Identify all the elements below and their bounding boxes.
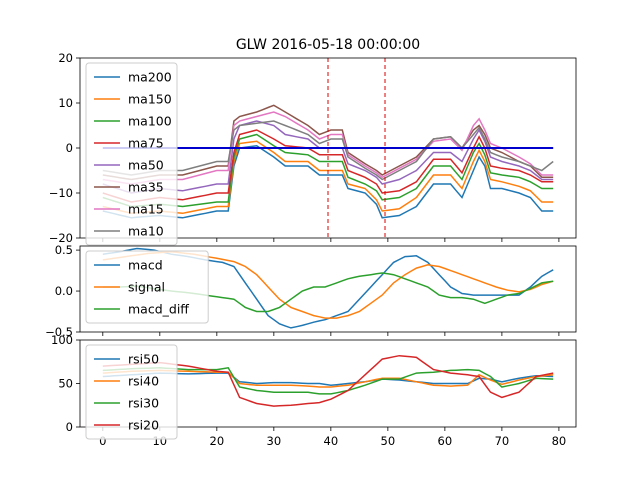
series-line-ma10 [102, 120, 554, 181]
y-tick-label: −20 [49, 231, 73, 245]
x-tick-label: 80 [552, 434, 567, 448]
legend-label-ma10: ma10 [128, 224, 164, 239]
legend-box [85, 62, 178, 246]
legend-label-ma150: ma150 [128, 92, 172, 107]
legend-label-rsi40: rsi40 [128, 374, 159, 389]
legend-label-rsi20: rsi20 [128, 418, 159, 433]
series-line-rsi20 [102, 354, 554, 407]
legend-label-ma100: ma100 [128, 114, 172, 129]
x-tick-label: 20 [210, 434, 225, 448]
legend-box [85, 344, 178, 440]
legend-label-macd: macd [128, 258, 163, 273]
legend-label-ma200: ma200 [128, 70, 172, 85]
x-tick-label: 30 [267, 434, 282, 448]
y-tick-label: 0 [66, 420, 73, 434]
series-line-rsi50 [102, 372, 554, 386]
x-tick-label: 0 [99, 434, 106, 448]
legend-label-ma50: ma50 [128, 158, 164, 173]
y-tick-label: 100 [51, 333, 73, 347]
series-line-ma200 [102, 145, 554, 219]
chart-title: GLW 2016-05-18 00:00:00 [236, 37, 420, 53]
legend-label-ma75: ma75 [128, 136, 164, 151]
series-line-ma100 [102, 133, 554, 208]
legend-label-signal: signal [128, 280, 165, 295]
legend-box [85, 250, 209, 324]
x-tick-label: 70 [495, 434, 510, 448]
x-tick-label: 40 [324, 434, 339, 448]
y-tick-label: 10 [58, 96, 73, 110]
legend-label-rsi50: rsi50 [128, 352, 159, 367]
y-tick-label: 0 [66, 141, 73, 155]
y-tick-label: 0.0 [55, 284, 73, 298]
y-tick-label: −0.5 [45, 325, 73, 339]
y-tick-label: −10 [49, 186, 73, 200]
y-tick-label: 50 [58, 377, 73, 391]
series-line-ma75 [102, 129, 554, 203]
y-tick-label: 20 [58, 51, 73, 65]
legend-label-ma35: ma35 [128, 180, 164, 195]
legend-label-ma15: ma15 [128, 202, 164, 217]
axes-frame [79, 245, 577, 333]
x-tick-label: 60 [438, 434, 453, 448]
y-tick-label: 0.5 [55, 243, 73, 257]
legend-label-macd_diff: macd_diff [128, 302, 189, 317]
legend-label-rsi30: rsi30 [128, 396, 159, 411]
x-tick-label: 50 [381, 434, 396, 448]
series-line-rsi30 [102, 366, 554, 395]
